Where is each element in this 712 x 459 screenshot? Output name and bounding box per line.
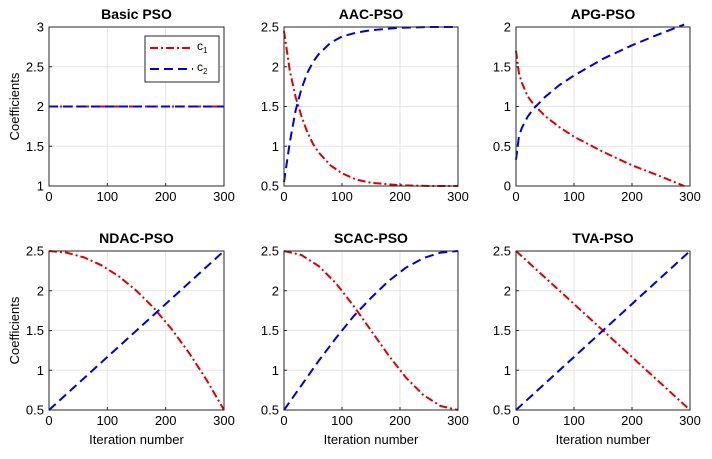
x-tick-label: 0	[45, 413, 52, 428]
x-tick-label: 0	[280, 413, 287, 428]
y-tick-label: 2.5	[261, 20, 279, 35]
series-line-s1	[515, 50, 685, 187]
y-tick-label: 1	[504, 99, 511, 114]
x-tick-label: 100	[331, 189, 353, 204]
x-tick-label: 200	[389, 189, 411, 204]
x-tick-label: 0	[280, 189, 287, 204]
y-tick-label: 1.5	[26, 139, 44, 154]
y-tick-label: 1	[504, 363, 511, 378]
x-tick-label: 300	[213, 413, 235, 428]
x-tick-label: 200	[621, 189, 643, 204]
y-tick-label: 1.5	[493, 59, 511, 74]
x-tick-label: 300	[447, 413, 469, 428]
series-line-s2	[283, 250, 459, 411]
x-tick-label: 100	[563, 413, 585, 428]
y-tick-label: 0	[504, 179, 511, 194]
x-tick-label: 200	[155, 189, 177, 204]
x-tick-label: 200	[389, 413, 411, 428]
x-tick-label: 200	[621, 413, 643, 428]
x-axis-label: Iteration number	[324, 432, 419, 447]
x-axis-label: Iteration number	[556, 432, 651, 447]
series-line-s2	[48, 250, 225, 411]
y-tick-label: 3	[37, 20, 44, 35]
y-tick-label: 2	[272, 59, 279, 74]
chart-title: Basic PSO	[101, 6, 172, 22]
chart-title: APG-PSO	[571, 6, 636, 22]
x-tick-label: 0	[512, 413, 519, 428]
chart-panel-6: 0 100 200 300 0.5 1 1.5 2 2.5 TVA-PSO Iteration nu…	[493, 230, 701, 447]
series-line-s2	[515, 250, 691, 411]
legend-entry-label: c1	[197, 39, 208, 55]
y-tick-label: 2	[37, 283, 44, 298]
legend-entry-label: c2	[197, 60, 208, 76]
chart-title: NDAC-PSO	[99, 230, 174, 246]
y-tick-label: 1.5	[261, 323, 279, 338]
x-axis-label: Iteration number	[89, 432, 184, 447]
y-tick-label: 0.5	[26, 403, 44, 418]
x-tick-label: 100	[563, 189, 585, 204]
y-tick-label: 2.5	[493, 244, 511, 259]
y-tick-label: 1	[272, 139, 279, 154]
legend-entry-subscript: 1	[203, 46, 208, 55]
x-tick-label: 300	[213, 189, 235, 204]
y-tick-label: 2	[504, 20, 511, 35]
chart-title: SCAC-PSO	[334, 230, 408, 246]
x-tick-label: 100	[96, 189, 118, 204]
x-tick-label: 100	[331, 413, 353, 428]
x-tick-label: 200	[155, 413, 177, 428]
y-tick-label: 2.5	[26, 244, 44, 259]
chart-panel-5: 0 100 200 300 0.5 1 1.5 2 2.5 SCAC-PSO Iteration n…	[261, 230, 469, 447]
y-tick-label: 1.5	[261, 99, 279, 114]
y-tick-label: 1	[37, 179, 44, 194]
legend-entry-subscript: 2	[203, 67, 208, 76]
y-tick-label: 2	[272, 283, 279, 298]
chart-title: AAC-PSO	[339, 6, 404, 22]
y-tick-label: 2	[37, 99, 44, 114]
y-tick-label: 2	[504, 283, 511, 298]
y-tick-label: 1.5	[493, 323, 511, 338]
chart-panel-3: 0 100 200 300 0 0.5 1 1.5 2 APG-PSO	[493, 6, 701, 204]
x-tick-label: 300	[679, 413, 701, 428]
y-tick-label: 0.5	[493, 139, 511, 154]
y-tick-label: 0.5	[493, 403, 511, 418]
legend: c1 c2	[144, 35, 220, 83]
y-tick-label: 1	[272, 363, 279, 378]
x-tick-label: 100	[96, 413, 118, 428]
y-tick-label: 0.5	[261, 403, 279, 418]
legend-box	[144, 35, 220, 83]
y-tick-label: 1	[37, 363, 44, 378]
x-tick-label: 0	[45, 189, 52, 204]
y-tick-label: 2.5	[26, 59, 44, 74]
y-tick-label: 1.5	[26, 323, 44, 338]
chart-title: TVA-PSO	[572, 230, 633, 246]
x-tick-label: 300	[447, 189, 469, 204]
series-line-s2	[515, 23, 685, 160]
series-line-s1	[283, 250, 459, 411]
y-tick-label: 0.5	[261, 179, 279, 194]
x-tick-label: 0	[512, 189, 519, 204]
y-tick-label: 2.5	[261, 244, 279, 259]
series-line-s2	[283, 26, 458, 183]
chart-panel-4: 0 100 200 300 0.5 1 1.5 2 2.5 NDAC-PSO Iteration n…	[7, 230, 235, 447]
series-line-s1	[283, 30, 458, 187]
series-line-s1	[48, 250, 225, 411]
chart-panel-2: 0 100 200 300 0.5 1 1.5 2 2.5 AAC-PSO	[261, 6, 469, 204]
x-tick-label: 300	[679, 189, 701, 204]
y-axis-label: Coefficients	[7, 296, 22, 364]
y-axis-label: Coefficients	[7, 72, 22, 140]
